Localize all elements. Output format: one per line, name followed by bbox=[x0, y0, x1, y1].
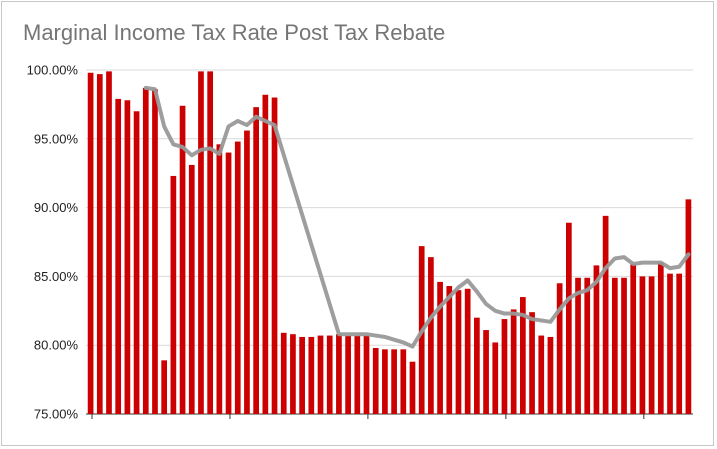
bar bbox=[428, 257, 434, 414]
bar bbox=[455, 290, 462, 414]
y-tick-label: 80.00% bbox=[34, 338, 79, 353]
bar bbox=[685, 199, 692, 414]
bar bbox=[621, 277, 627, 414]
bar bbox=[262, 94, 269, 414]
bar bbox=[317, 335, 324, 414]
bar bbox=[179, 105, 186, 414]
y-tick-label: 75.00% bbox=[34, 407, 79, 422]
x-axis-ticks bbox=[91, 414, 645, 419]
bar bbox=[639, 276, 646, 414]
bar bbox=[492, 342, 499, 414]
bar bbox=[345, 335, 351, 414]
y-tick-label: 100.00% bbox=[27, 63, 79, 78]
bar bbox=[400, 349, 407, 414]
bar bbox=[529, 312, 535, 414]
bar bbox=[170, 175, 177, 414]
bar bbox=[161, 360, 168, 414]
bar bbox=[354, 335, 361, 414]
line-series bbox=[143, 85, 691, 349]
y-axis-tick-labels: 100.00% 95.00% 90.00% 85.00% 80.00% 75.00% bbox=[27, 63, 79, 422]
bar bbox=[96, 74, 103, 415]
bar bbox=[446, 286, 453, 414]
bar bbox=[520, 297, 526, 414]
bar bbox=[106, 71, 112, 414]
bar-series bbox=[87, 71, 692, 415]
bar bbox=[437, 281, 443, 414]
bar bbox=[593, 265, 600, 414]
bar bbox=[501, 319, 508, 414]
bar bbox=[234, 141, 241, 414]
bar bbox=[299, 336, 305, 414]
bar bbox=[133, 111, 140, 414]
bar bbox=[565, 222, 572, 414]
bar bbox=[611, 277, 618, 414]
bar bbox=[630, 264, 637, 414]
bar bbox=[188, 164, 195, 414]
bar bbox=[253, 107, 259, 414]
bar bbox=[483, 330, 489, 414]
bar bbox=[326, 335, 333, 414]
bar bbox=[225, 152, 232, 414]
bar bbox=[575, 277, 581, 414]
bar bbox=[474, 317, 480, 414]
bar bbox=[372, 347, 379, 414]
bar bbox=[510, 309, 517, 414]
y-tick-label: 85.00% bbox=[34, 269, 79, 284]
y-tick-label: 90.00% bbox=[34, 200, 79, 215]
y-tick-label: 95.00% bbox=[34, 131, 79, 146]
bar bbox=[308, 336, 315, 414]
chart-title: Marginal Income Tax Rate Post Tax Rebate bbox=[23, 20, 446, 45]
bar bbox=[382, 349, 388, 414]
bar bbox=[124, 100, 131, 414]
bar bbox=[290, 334, 296, 414]
bar bbox=[391, 349, 397, 414]
bar bbox=[676, 273, 683, 414]
bar bbox=[602, 215, 609, 414]
bar bbox=[87, 72, 94, 414]
bar bbox=[280, 332, 287, 414]
bar bbox=[336, 334, 342, 414]
bar bbox=[584, 277, 591, 414]
bar bbox=[152, 89, 158, 414]
gridlines bbox=[86, 69, 693, 415]
bar bbox=[271, 97, 278, 415]
bar bbox=[538, 335, 545, 414]
bar bbox=[115, 98, 122, 414]
bar bbox=[547, 336, 554, 414]
bar bbox=[244, 130, 250, 414]
bar bbox=[216, 144, 223, 414]
bar bbox=[556, 283, 563, 414]
bar bbox=[464, 288, 471, 414]
bar bbox=[409, 361, 416, 414]
trend-line bbox=[143, 85, 691, 349]
bar bbox=[198, 71, 204, 414]
bar bbox=[142, 87, 149, 414]
bar bbox=[648, 276, 655, 414]
bar bbox=[657, 262, 664, 414]
bar bbox=[363, 335, 370, 414]
bar bbox=[207, 71, 214, 414]
bar bbox=[667, 273, 673, 414]
